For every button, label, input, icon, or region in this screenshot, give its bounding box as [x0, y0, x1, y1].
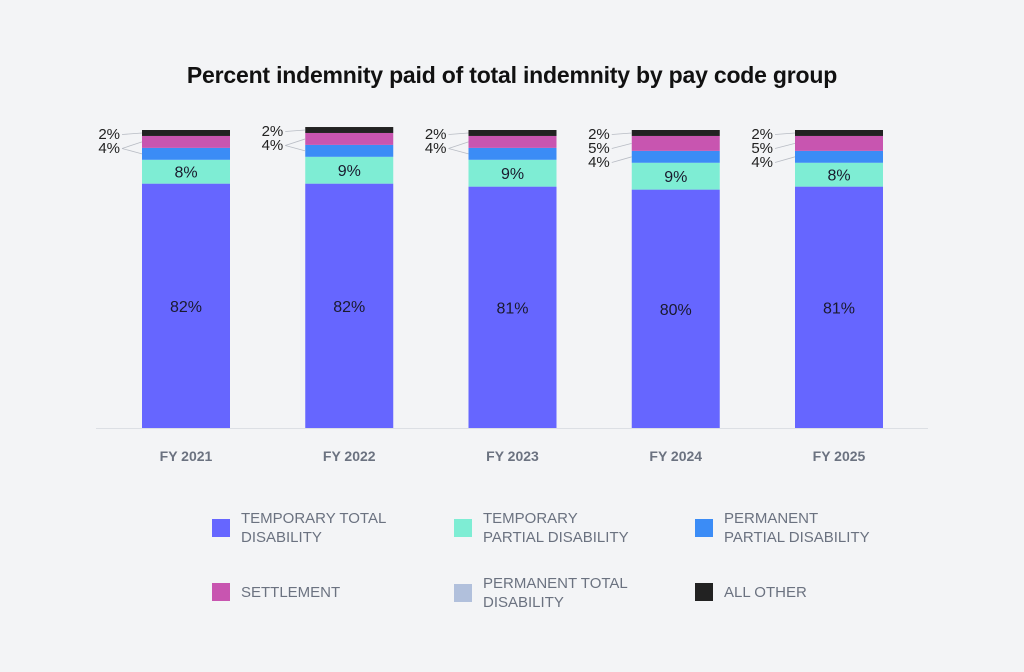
bar-segment: [468, 147, 557, 160]
legend-swatch: [454, 584, 472, 602]
legend-label: ALL OTHER: [724, 584, 807, 601]
leader-line: [611, 156, 632, 163]
bar-segment: [631, 150, 720, 163]
data-label: 82%: [333, 299, 365, 316]
data-label: 9%: [338, 163, 361, 180]
legend-item: ALL OTHER: [695, 583, 807, 602]
bar-segment: [305, 144, 394, 157]
leader-line: [285, 129, 306, 132]
data-label: 5%: [751, 140, 773, 157]
legend-item: PERMANENT PARTIAL DISABILITY: [695, 509, 870, 547]
legend-item: SETTLEMENT: [212, 583, 340, 602]
data-label: 8%: [174, 165, 197, 182]
data-label: 81%: [496, 300, 528, 317]
data-label: 4%: [751, 154, 773, 171]
legend-item: PERMANENT TOTAL DISABILITY: [454, 574, 628, 612]
x-tick-label: FY 2022: [323, 448, 376, 464]
data-label: 4%: [98, 140, 120, 157]
legend-item: TEMPORARY PARTIAL DISABILITY: [454, 509, 629, 547]
bar-segment: [142, 130, 230, 136]
data-label: 2%: [98, 126, 120, 143]
data-label: 82%: [170, 299, 202, 316]
bar-segment: [795, 162, 883, 187]
bar-segment: [305, 127, 394, 133]
legend-label: TEMPORARY PARTIAL DISABILITY: [483, 510, 629, 546]
legend-label: PERMANENT TOTAL DISABILITY: [483, 575, 628, 611]
legend-swatch: [695, 519, 713, 537]
bar-segment: [142, 147, 230, 160]
data-label: 2%: [751, 126, 773, 143]
legend-label: SETTLEMENT: [241, 584, 341, 601]
bar-segment: [468, 135, 557, 148]
leader-line: [774, 143, 796, 149]
x-tick-label: FY 2021: [160, 448, 213, 464]
data-label: 81%: [823, 300, 855, 317]
legend-swatch: [212, 519, 230, 537]
legend-swatch: [212, 583, 230, 601]
leader-line: [448, 132, 469, 135]
legend-item: TEMPORARY TOTAL DISABILITY: [212, 509, 386, 547]
leader-line: [774, 132, 796, 135]
bar-segment: [142, 183, 230, 428]
x-tick-label: FY 2024: [649, 448, 702, 464]
data-label: 9%: [664, 169, 687, 186]
leader-line: [448, 141, 469, 149]
data-label: 4%: [588, 154, 610, 171]
legend-swatch: [695, 583, 713, 601]
bar-segment: [468, 130, 557, 136]
leader-line: [121, 132, 143, 135]
bar-segment: [142, 135, 230, 148]
data-label: 4%: [425, 140, 447, 157]
bar-segment: [631, 189, 720, 428]
bar-segment: [795, 150, 883, 163]
data-label: 80%: [660, 302, 692, 319]
data-label: 2%: [588, 126, 610, 143]
bar-segment: [305, 183, 394, 428]
data-label: 9%: [501, 166, 524, 183]
data-label: 8%: [827, 168, 850, 185]
legend-swatch: [454, 519, 472, 537]
bar-segment: [631, 135, 720, 151]
bar-segment: [305, 156, 394, 184]
bar-segment: [795, 186, 883, 428]
leader-line: [285, 145, 306, 152]
leader-line: [611, 143, 632, 149]
data-label: 2%: [262, 123, 284, 140]
leader-line: [285, 138, 306, 146]
chart-title: Percent indemnity paid of total indemnit…: [186, 62, 838, 88]
bar-segment: [142, 159, 230, 184]
leader-line: [121, 141, 143, 149]
leader-line: [774, 156, 796, 163]
data-label: 4%: [262, 137, 284, 154]
leader-line: [448, 148, 469, 155]
bar-segment: [468, 186, 557, 428]
bar-segment: [631, 130, 720, 136]
leader-line: [611, 132, 632, 135]
data-label: 5%: [588, 140, 610, 157]
legend-label: TEMPORARY TOTAL DISABILITY: [241, 510, 387, 546]
bar-segment: [631, 162, 720, 190]
legend-label: PERMANENT PARTIAL DISABILITY: [724, 510, 870, 546]
x-tick-label: FY 2023: [486, 448, 539, 464]
data-label: 2%: [425, 126, 447, 143]
bar-segment: [468, 159, 557, 187]
bar-segment: [305, 132, 394, 145]
leader-line: [121, 148, 143, 155]
bar-segment: [795, 130, 883, 136]
x-tick-label: FY 2025: [813, 448, 866, 464]
bar-segment: [795, 135, 883, 151]
